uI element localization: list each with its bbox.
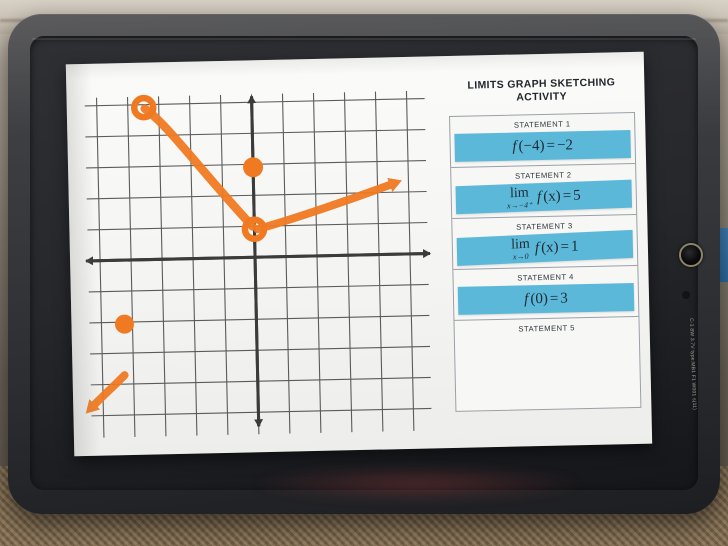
statement-2-limit-operator: lim x→−4⁺ [506,185,533,210]
statement-1-equation: f (−4) = −2 [512,137,573,155]
statements-table: STATEMENT 1 f (−4) = −2 STATEMENT 2 [449,111,642,412]
statement-1-arg: (−4) [518,137,545,154]
reflection-glow [253,466,583,502]
open-circle-0-1 [241,216,268,243]
statement-row-4[interactable]: STATEMENT 4 f (0) = 3 [453,265,639,321]
worksheet-title: LIMITS GRAPH SKETCHING ACTIVITY [448,76,635,106]
statement-4-arg: (0) [530,290,549,307]
statement-4-equation: f (0) = 3 [524,290,568,308]
limits-graph-svg [84,90,432,438]
statement-3-result: 1 [570,237,579,255]
statement-3-limit-operator: lim x→0 [511,236,530,261]
statement-row-1[interactable]: STATEMENT 1 f (−4) = −2 [450,112,636,168]
statement-4-answer-bar[interactable]: f (0) = 3 [457,283,635,315]
statement-row-5[interactable]: STATEMENT 5 [454,317,639,385]
statement-1-fn: f [512,138,517,155]
worksheet-right-column: LIMITS GRAPH SKETCHING ACTIVITY STATEMEN… [448,72,642,428]
statement-1-eqsign: = [546,137,556,154]
statement-2-arg: (x) [543,187,561,205]
statement-2-equation: lim x→−4⁺ f (x) = 5 [507,184,581,210]
statement-1-answer-bar[interactable]: f (−4) = −2 [454,130,631,162]
statement-4-eqsign: = [549,290,559,307]
curve-branch-lower-left [85,371,129,414]
worksheet-paper: LIMITS GRAPH SKETCHING ACTIVITY STATEMEN… [65,51,653,457]
statement-2-lim-sub: x→−4⁺ [506,199,533,210]
statement-2-eqsign: = [562,187,572,204]
statement-1-result: −2 [556,136,574,154]
statement-2-lim: lim [509,185,529,201]
camera-lens-icon [679,243,703,267]
statement-3-fn: f [534,239,540,256]
statement-3-eqsign: = [560,238,570,255]
statement-3-lim: lim [511,236,530,252]
closed-circle-0-3 [243,157,264,178]
closed-circle-neg5-neg2 [114,314,134,334]
statement-2-fn: f [536,188,542,205]
worksheet-content: LIMITS GRAPH SKETCHING ACTIVITY STATEMEN… [65,51,652,457]
open-circle-neg4-5 [131,94,157,121]
curve-branch-right [253,177,402,234]
statement-row-2[interactable]: STATEMENT 2 lim x→−4⁺ f (x) = 5 [451,163,637,219]
statement-3-arg: (x) [540,238,559,256]
statement-5-label: STATEMENT 5 [518,323,576,334]
statement-4-result: 3 [560,289,568,307]
statement-4-fn: f [524,290,529,307]
statement-row-3[interactable]: STATEMENT 3 lim x→0 f (x) = 1 [452,214,638,270]
statement-3-equation: lim x→0 f (x) = 1 [511,235,579,261]
statement-3-lim-sub: x→0 [512,251,529,261]
statement-2-answer-bar[interactable]: lim x→−4⁺ f (x) = 5 [455,179,633,215]
graph-area [74,70,442,446]
statement-2-result: 5 [573,187,581,204]
port-hole [682,291,690,299]
x-axis-right-arrow [86,249,432,263]
bezel-highlight [32,38,696,40]
y-axis-down-arrow [250,96,264,428]
